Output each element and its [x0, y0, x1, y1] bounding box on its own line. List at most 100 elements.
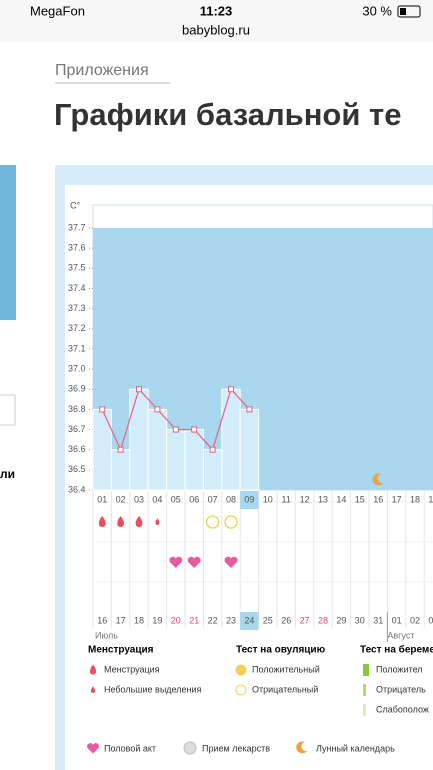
- date-label: 23: [226, 615, 236, 625]
- drop-icon: [90, 686, 96, 693]
- y-tick-label: 37.0: [68, 363, 86, 373]
- day-label: 08: [226, 494, 236, 504]
- day-label: 05: [171, 494, 181, 504]
- battery-level: [400, 8, 406, 15]
- legend-item: Отрицатель: [376, 684, 426, 694]
- point: [191, 426, 198, 433]
- day-label: 14: [336, 494, 346, 504]
- bar: [92, 408, 112, 491]
- point: [246, 406, 253, 413]
- drop-icon: [89, 664, 97, 675]
- day-label: 10: [263, 494, 273, 504]
- legend-item: Положител: [376, 664, 423, 674]
- day-label: 07: [208, 494, 218, 504]
- test-icon: [363, 684, 366, 696]
- legend-item: Лунный календарь: [316, 743, 395, 753]
- drop-icon: [117, 516, 124, 527]
- legend-title: Тест на береме: [360, 644, 433, 656]
- legend-title: Менструация: [88, 645, 154, 656]
- sidebar-text: ли: [0, 467, 15, 481]
- legend-item: Небольшие выделения: [104, 684, 202, 694]
- day-label: 06: [189, 494, 199, 504]
- y-tick-label: 37.5: [68, 263, 86, 273]
- day-label: 18: [410, 494, 420, 504]
- date-label: 19: [152, 615, 162, 625]
- bar: [166, 429, 186, 491]
- date-label: 20: [171, 615, 181, 625]
- y-tick-label: 36.6: [68, 444, 86, 454]
- point: [209, 446, 216, 453]
- date-label: 27: [300, 615, 310, 625]
- legend-item: Менструация: [104, 664, 160, 674]
- bar: [221, 388, 241, 491]
- day-label: 01: [97, 494, 107, 504]
- date-label: 18: [134, 615, 144, 625]
- date-label: 03: [428, 615, 433, 625]
- month-label: Июль: [95, 630, 118, 640]
- drop-icon: [155, 518, 160, 525]
- y-tick-label: 36.7: [68, 424, 86, 434]
- day-label: 02: [116, 494, 126, 504]
- y-tick-label: 37.4: [68, 283, 86, 293]
- date-label: 26: [281, 615, 291, 625]
- day-label: 04: [152, 494, 162, 504]
- browser-bar: [0, 0, 433, 42]
- point: [154, 406, 161, 413]
- y-tick-label: 36.8: [68, 404, 86, 414]
- day-label: 11: [282, 494, 291, 504]
- url[interactable]: babyblog.ru: [182, 22, 250, 37]
- legend-title: Тест на овуляцию: [236, 645, 326, 656]
- point: [99, 406, 106, 413]
- test-icon: [235, 684, 247, 696]
- date-label: 22: [208, 615, 218, 625]
- point: [172, 426, 179, 433]
- date-label: 28: [318, 615, 328, 625]
- legend-heart: [87, 743, 99, 754]
- y-tick-label: 36.9: [68, 384, 86, 394]
- battery: 30 %: [362, 3, 392, 18]
- selected-date: [240, 612, 259, 630]
- legend-item: Положительный: [252, 664, 320, 674]
- day-label: 16: [373, 494, 383, 504]
- point: [117, 446, 124, 453]
- point: [228, 386, 234, 393]
- date-label: 16: [97, 615, 107, 625]
- bar: [184, 429, 204, 491]
- date-label: 01: [392, 615, 402, 625]
- negative-test-icon: [224, 515, 238, 529]
- day-label: 17: [392, 494, 402, 504]
- day-label: 13: [318, 494, 328, 504]
- breadcrumb[interactable]: Приложения: [55, 62, 149, 79]
- carrier: MegaFon: [30, 3, 85, 18]
- date-label: 30: [355, 615, 365, 625]
- bar: [129, 388, 149, 491]
- negative-test-icon: [205, 515, 220, 529]
- bar: [202, 449, 223, 491]
- y-tick-label: 37.6: [68, 243, 86, 253]
- y-tick-label: 37.1: [68, 343, 86, 353]
- date-label: 17: [116, 615, 126, 625]
- selected-day: [240, 491, 259, 509]
- point: [136, 386, 142, 393]
- bar: [147, 408, 168, 491]
- y-axis-label: C°: [70, 200, 80, 210]
- day-label: 19: [428, 494, 433, 504]
- date-label: 24: [244, 615, 254, 625]
- test-icon: [235, 664, 247, 676]
- y-tick-label: 36.5: [68, 464, 86, 474]
- heart-icon: [187, 556, 201, 568]
- sidebar-box: [0, 394, 16, 426]
- y-tick-label: 37.2: [68, 323, 86, 333]
- day-label: 12: [300, 494, 310, 504]
- bar: [110, 449, 131, 491]
- test-icon: [363, 704, 366, 716]
- day-label: 09: [244, 494, 254, 504]
- time: 11:23: [200, 3, 233, 18]
- moon-icon: [372, 473, 384, 486]
- date-label: 31: [373, 615, 383, 625]
- sidebar-image: [0, 165, 16, 320]
- heart-icon: [224, 556, 238, 568]
- y-tick-label: 36.4: [68, 484, 86, 494]
